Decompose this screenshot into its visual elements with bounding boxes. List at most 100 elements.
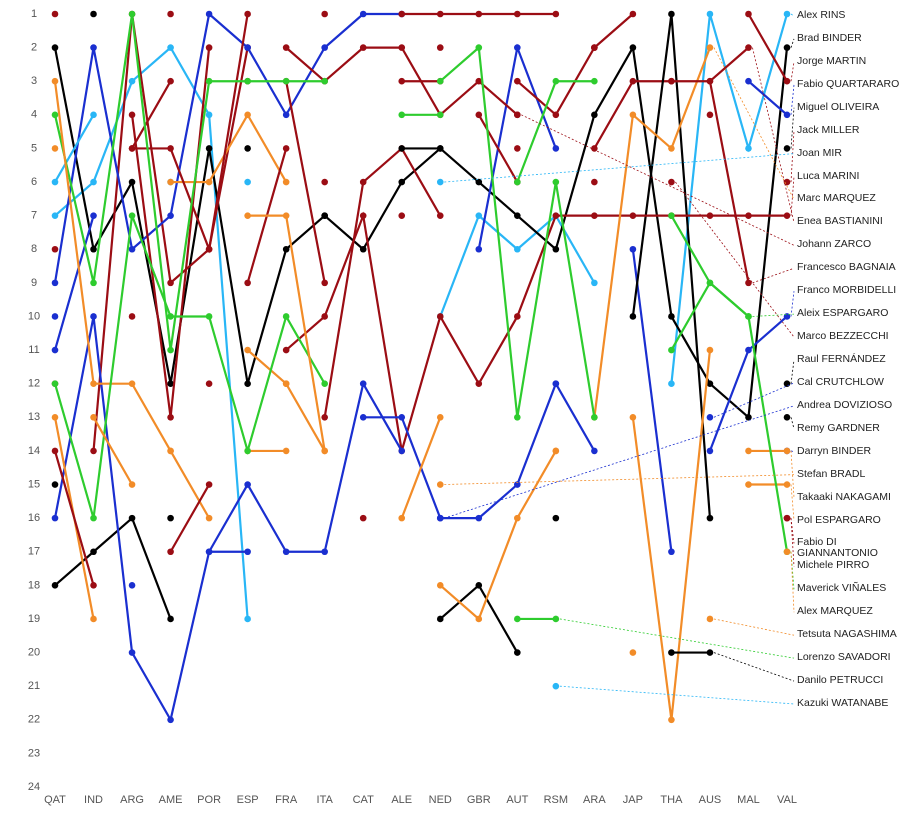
data-point [745,346,752,354]
data-point [51,245,59,253]
data-point [51,447,59,455]
y-tick-label: 4 [31,109,37,121]
data-point [51,414,59,421]
data-point [359,44,367,51]
x-tick-label: AUT [506,794,528,806]
leader-line [713,652,795,682]
data-point [436,615,444,623]
data-point [514,245,521,253]
series-line [55,451,787,585]
data-point [552,380,560,387]
leader-line [713,47,795,200]
data-point [321,44,328,51]
x-tick-label: CAT [353,794,374,806]
data-point [629,10,637,18]
data-point [321,313,328,320]
data-point [167,380,174,387]
leader-line [790,484,795,521]
data-point [706,514,714,522]
data-point [90,279,97,287]
leader-line [444,474,795,485]
series-label: Pol ESPARGARO [797,513,881,526]
data-point [128,178,136,186]
data-point [51,77,59,85]
data-point [205,10,213,18]
data-point [321,414,328,421]
data-point [783,514,791,522]
data-point [668,212,675,219]
data-point [475,77,483,85]
x-tick-label: THA [660,794,683,806]
data-point [205,44,213,51]
leader-line [790,176,795,216]
data-point [205,548,213,556]
data-point [321,10,328,18]
data-point [745,77,752,85]
series-label: Remy GARDNER [797,421,880,434]
data-point [205,481,213,488]
data-point [167,548,174,556]
data-point [514,649,521,656]
data-point [244,548,251,556]
leader-line [752,267,795,284]
data-point [167,514,174,522]
data-point [629,111,637,119]
data-point [475,582,483,589]
series-label: Takaaki NAKAGAMI [797,490,891,503]
data-point [514,77,521,85]
data-point [321,178,328,186]
data-point [629,414,637,421]
data-point [282,111,290,119]
leader-line [559,685,795,705]
data-point [514,514,521,522]
series-label: Andrea DOVIZIOSO [797,398,893,411]
data-point [629,313,637,320]
x-tick-label: POR [197,794,221,806]
leader-line [790,450,795,498]
series-label: Marco BEZZECCHI [797,330,889,343]
data-point [552,10,560,18]
data-point [475,10,483,18]
data-point [321,279,328,287]
y-tick-label: 19 [28,613,40,625]
series-line [209,518,440,552]
data-point [783,414,791,421]
data-point [244,77,251,85]
data-point [706,414,714,421]
data-point [205,145,213,152]
data-point [244,346,251,354]
data-point [783,548,791,556]
data-point [745,447,752,455]
data-point [282,313,290,320]
y-tick-label: 1 [31,8,37,20]
leader-line [790,450,795,453]
data-point [282,447,290,455]
data-point [90,582,97,589]
data-point [783,380,791,387]
data-point [745,414,752,421]
data-point [167,44,174,51]
series-label: Michele PIRRO [797,559,870,572]
data-point [90,111,97,119]
series-line [55,384,787,653]
data-point [398,414,406,421]
series-label: Francesco BAGNAIA [797,261,896,274]
leader-line [675,181,795,338]
leader-line [444,405,795,519]
y-tick-label: 24 [28,781,40,793]
data-point [668,145,675,152]
data-point [436,178,444,186]
data-point [359,178,367,186]
leader-line [752,47,795,223]
series-label: Kazuki WATANABE [797,697,889,709]
series-line [53,44,789,420]
data-point [745,10,752,18]
data-point [591,178,598,186]
leader-line [790,84,795,115]
data-point [514,44,521,51]
data-point [128,245,136,253]
data-point [706,447,714,455]
data-point [90,313,97,320]
data-point [128,481,136,488]
x-tick-label: QAT [44,794,66,806]
